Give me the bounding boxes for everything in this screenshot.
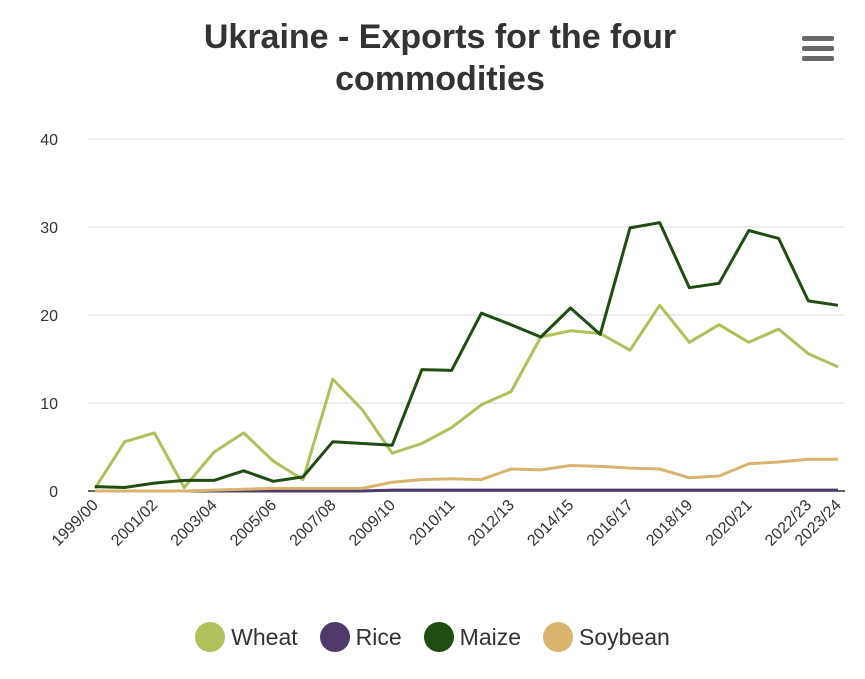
legend-symbol (543, 622, 574, 652)
y-tick-label: 0 (49, 484, 58, 501)
x-tick-label: 2010/11 (406, 497, 458, 549)
x-tick-label: 2003/04 (168, 497, 221, 550)
y-tick-label: 30 (40, 220, 58, 237)
y-tick-label: 40 (40, 132, 58, 149)
legend-symbol (195, 622, 226, 652)
series-line (95, 457, 838, 493)
menu-icon[interactable] (802, 36, 834, 61)
series-line (93, 303, 839, 490)
x-tick-label: 2016/17 (584, 497, 637, 550)
y-tick-label: 20 (40, 308, 58, 325)
legend-item[interactable]: Rice (319, 622, 402, 652)
legend-symbol (423, 622, 454, 652)
x-tick-label: 2001/02 (108, 497, 161, 550)
y-tick-label: 10 (40, 396, 58, 413)
legend-label: Soybean (579, 623, 670, 650)
legend-label: Rice (355, 623, 402, 650)
legend-label: Maize (459, 623, 522, 650)
x-tick-label: 2012/13 (465, 497, 518, 550)
legend-symbol (319, 622, 350, 652)
legend: Wheat Rice Maize Soybean (0, 622, 865, 652)
legend-item[interactable]: Soybean (543, 622, 670, 652)
series-line (94, 221, 839, 489)
x-tick-label: 2014/15 (524, 497, 577, 550)
legend-item[interactable]: Wheat (195, 622, 298, 652)
x-tick-label: 2005/06 (227, 497, 280, 550)
x-tick-label: 1999/00 (49, 497, 102, 550)
chart-title: Ukraine - Exports for the four commoditi… (203, 18, 677, 98)
x-tick-label: 2020/21 (703, 497, 756, 550)
x-tick-label: 2009/10 (346, 497, 399, 550)
x-tick-label: 2007/08 (287, 497, 340, 550)
x-tick-label: 2018/19 (643, 497, 696, 550)
legend-label: Wheat (231, 623, 298, 650)
legend-item[interactable]: Maize (423, 622, 522, 652)
